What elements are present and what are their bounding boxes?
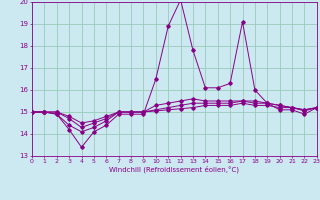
X-axis label: Windchill (Refroidissement éolien,°C): Windchill (Refroidissement éolien,°C)	[109, 166, 239, 173]
